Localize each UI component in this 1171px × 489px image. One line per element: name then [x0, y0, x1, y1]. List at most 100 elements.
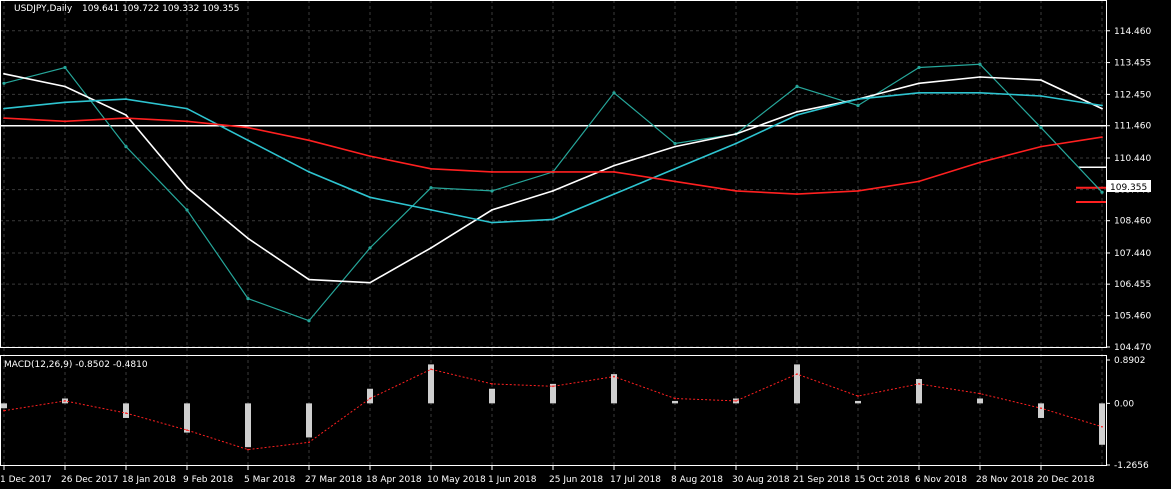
macd-histogram-bar — [367, 388, 373, 404]
series-point-2 — [918, 91, 920, 94]
macd-histogram-bar — [855, 400, 861, 404]
series-point-2 — [1040, 95, 1042, 97]
series-point-2 — [247, 139, 249, 142]
series-point-3 — [3, 117, 5, 120]
macd-signal-point — [125, 412, 127, 414]
macd-signal-point — [491, 382, 493, 385]
series-point-2 — [308, 171, 310, 173]
price-tick-label: 112.450 — [1114, 90, 1151, 100]
macd-histogram-bar — [550, 383, 556, 404]
series-point-0 — [673, 141, 677, 146]
macd-signal-point — [1101, 425, 1103, 428]
horizontal-levels[interactable] — [0, 124, 1106, 204]
macd-histogram-bar — [428, 364, 434, 404]
series-point-1 — [247, 237, 249, 240]
macd-histogram-bar — [1038, 403, 1044, 418]
date-tick-label: 27 Mar 2018 — [305, 475, 362, 485]
macd-signal-point — [1040, 407, 1042, 410]
macd-signal-point — [3, 409, 5, 412]
macd-histogram-bar — [306, 403, 312, 438]
series-point-2 — [613, 193, 615, 196]
macd-histogram-bar — [245, 403, 251, 448]
series-point-0 — [1100, 190, 1104, 194]
series-point-1 — [1101, 107, 1103, 110]
date-tick-label: 26 Dec 2017 — [61, 475, 119, 485]
macd-indicator — [1, 364, 1105, 451]
price-tick-label: 106.455 — [1114, 280, 1151, 290]
macd-signal-point — [918, 382, 920, 385]
series-point-0 — [978, 62, 982, 66]
series-point-1 — [918, 82, 920, 85]
macd-tick-label: -1.2656 — [1114, 461, 1149, 471]
date-tick-label: 15 Oct 2018 — [854, 475, 910, 485]
price-tick-label: 107.440 — [1114, 249, 1151, 259]
series-point-2 — [674, 167, 676, 170]
date-tick-label: 25 Jun 2018 — [549, 475, 603, 485]
series-point-0 — [1039, 126, 1043, 130]
series-point-3 — [430, 167, 432, 170]
date-tick-label: 17 Jul 2018 — [610, 475, 661, 485]
series-point-3 — [308, 139, 310, 142]
series-point-3 — [491, 171, 493, 173]
series-point-1 — [308, 278, 310, 281]
series-point-1 — [186, 186, 188, 189]
series-point-3 — [186, 120, 188, 123]
macd-signal-point — [979, 392, 981, 395]
main-panel-frame — [0, 0, 1107, 348]
macd-signal-point — [857, 395, 859, 397]
date-tick-label: 9 Feb 2018 — [183, 475, 234, 485]
series-point-2 — [369, 196, 371, 199]
series-point-1 — [3, 72, 5, 75]
series-point-1 — [491, 209, 493, 211]
macd-histogram-bar — [916, 379, 922, 404]
price-tick-label: 110.440 — [1114, 154, 1151, 164]
date-tick-label: 20 Dec 2018 — [1037, 475, 1095, 485]
price-series — [2, 62, 1104, 323]
macd-signal-point — [64, 400, 66, 402]
series-point-1 — [796, 110, 798, 113]
series-point-0 — [368, 246, 372, 250]
series-point-0 — [2, 81, 6, 85]
price-tick-label: 111.460 — [1114, 122, 1151, 132]
macd-signal-point — [186, 429, 188, 432]
series-point-2 — [552, 218, 554, 221]
macd-tick-label: 0.00 — [1114, 399, 1134, 409]
date-tick-label: 8 Aug 2018 — [671, 475, 723, 485]
series-point-3 — [247, 126, 249, 129]
date-tick-label: 30 Aug 2018 — [732, 475, 790, 485]
macd-signal-point — [796, 373, 798, 376]
macd-histogram-bar — [1099, 403, 1105, 445]
current-price-label: 109.355 — [1110, 183, 1147, 193]
macd-histogram-bar — [977, 398, 983, 404]
series-point-3 — [674, 180, 676, 183]
macd-histogram-bar — [611, 374, 617, 404]
macd-signal-point — [613, 375, 615, 378]
series-point-1 — [979, 76, 981, 78]
date-tick-label: 28 Nov 2018 — [976, 475, 1034, 485]
series-point-2 — [857, 98, 859, 101]
series-point-3 — [64, 120, 66, 123]
date-tick-label: 6 Nov 2018 — [915, 475, 967, 485]
series-point-0 — [917, 65, 921, 70]
series-point-2 — [3, 107, 5, 110]
series-point-0 — [124, 145, 128, 149]
series-point-1 — [369, 281, 371, 284]
macd-tick-label: 0.8902 — [1114, 356, 1146, 366]
series-point-2 — [430, 209, 432, 211]
date-tick-label: 18 Jan 2018 — [122, 475, 176, 485]
series-point-3 — [125, 117, 127, 120]
series-point-1 — [613, 164, 615, 167]
series-point-3 — [857, 190, 859, 192]
series-point-1 — [64, 85, 66, 88]
series-point-2 — [735, 142, 737, 145]
price-tick-label: 113.455 — [1114, 59, 1151, 69]
series-point-3 — [552, 171, 554, 173]
macd-histogram-bar — [1, 403, 7, 409]
macd-signal-point — [308, 441, 310, 444]
macd-axis: 0.8902 0.00 -1.2656 — [1106, 356, 1149, 471]
current-price-badge: 109.355 — [1107, 180, 1151, 193]
series-point-0 — [856, 103, 860, 108]
price-tick-label: 105.460 — [1114, 312, 1151, 322]
date-tick-label: 21 Sep 2018 — [793, 475, 850, 485]
series-point-2 — [186, 107, 188, 110]
